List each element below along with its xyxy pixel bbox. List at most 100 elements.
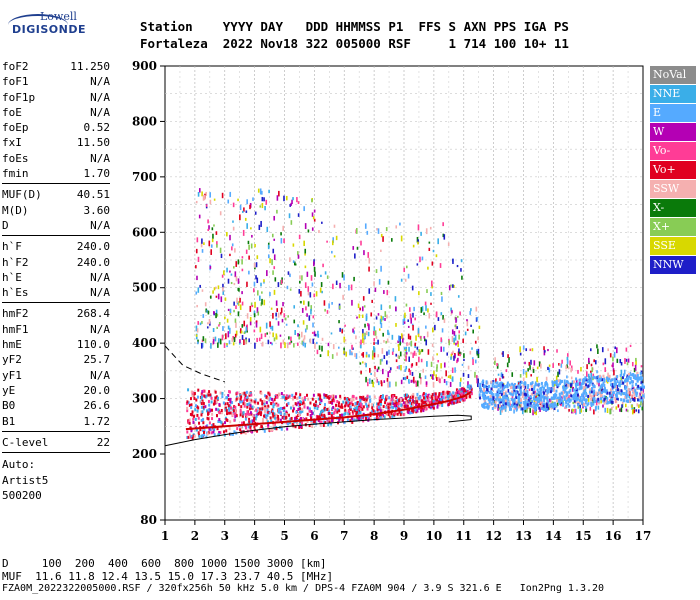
echo-point	[578, 378, 581, 382]
echo-point	[225, 409, 228, 413]
echo-point	[317, 330, 319, 337]
echo-point	[459, 351, 461, 354]
echo-point	[194, 404, 197, 408]
echo-point	[254, 301, 256, 308]
echo-point	[386, 289, 389, 296]
echo-point	[333, 410, 336, 414]
echo-point	[426, 401, 429, 405]
echo-point	[517, 405, 520, 409]
echo-point	[370, 312, 373, 317]
echo-point	[226, 418, 229, 422]
echo-point	[389, 381, 391, 388]
echo-point	[364, 362, 367, 365]
echo-point	[402, 413, 405, 417]
echo-point	[518, 400, 521, 404]
echo-point	[631, 384, 634, 388]
echo-point	[437, 238, 439, 245]
echo-point	[462, 338, 464, 343]
echo-point	[194, 425, 197, 429]
echo-point	[253, 329, 256, 333]
echo-point	[542, 394, 545, 398]
echo-point	[273, 422, 276, 426]
echo-point	[275, 312, 277, 317]
echo-point	[277, 408, 280, 412]
echo-point	[625, 389, 628, 393]
echo-point	[294, 330, 296, 336]
echo-point	[380, 322, 383, 329]
echo-point	[319, 397, 322, 401]
echo-point	[233, 282, 236, 286]
echo-point	[226, 231, 228, 237]
echo-point	[286, 342, 289, 349]
echo-point	[564, 397, 567, 401]
echo-point	[229, 308, 232, 314]
echo-point	[548, 398, 551, 403]
echo-point	[602, 374, 605, 378]
echo-point	[243, 393, 246, 397]
echo-point	[249, 404, 252, 408]
echo-point	[228, 427, 231, 431]
echo-point	[432, 374, 434, 380]
echo-point	[299, 417, 302, 421]
echo-point	[227, 308, 230, 311]
echo-point	[419, 395, 422, 399]
echo-point	[286, 427, 289, 431]
echo-point	[609, 408, 611, 415]
echo-point	[375, 377, 378, 383]
echo-point	[381, 348, 384, 354]
echo-point	[307, 397, 310, 401]
echo-point	[313, 331, 316, 337]
echo-point	[368, 395, 371, 399]
echo-point	[520, 398, 523, 402]
echo-point	[617, 383, 620, 387]
echo-point	[573, 397, 576, 401]
echo-point	[309, 292, 312, 298]
echo-point	[565, 404, 568, 408]
echo-point	[361, 353, 363, 356]
echo-point	[202, 336, 205, 342]
param-value: 25.7	[83, 353, 111, 367]
echo-point	[229, 327, 231, 334]
echo-point	[453, 337, 455, 343]
echo-point	[510, 392, 513, 396]
echo-point	[205, 204, 208, 207]
echo-point	[361, 314, 364, 318]
echo-point	[452, 284, 454, 288]
echo-point	[458, 388, 461, 392]
echo-point	[632, 388, 635, 392]
echo-point	[411, 285, 414, 291]
param-value: 3.60	[83, 203, 111, 217]
echo-point	[247, 425, 250, 429]
echo-point	[633, 388, 636, 392]
echo-point	[262, 399, 265, 403]
echo-point	[442, 233, 445, 238]
echo-point	[620, 377, 623, 380]
note-line: Auto:	[2, 458, 36, 472]
echo-point	[602, 362, 605, 366]
echo-point	[442, 392, 445, 396]
param-value: N/A	[90, 368, 110, 382]
echo-point	[202, 407, 205, 411]
echo-point	[265, 199, 268, 205]
echo-point	[241, 324, 244, 328]
echo-point	[416, 400, 419, 404]
echo-point	[383, 380, 386, 383]
echo-point	[602, 381, 605, 385]
echo-point	[202, 194, 205, 201]
echo-point	[302, 401, 305, 405]
echo-point	[558, 369, 561, 375]
x-tick-label: 10	[426, 529, 443, 543]
echo-point	[375, 414, 378, 418]
echo-point	[430, 400, 433, 404]
echo-point	[319, 423, 322, 427]
echo-point	[215, 312, 217, 319]
echo-point	[253, 313, 256, 318]
echo-points	[185, 188, 645, 440]
echo-point	[325, 407, 328, 411]
echo-point	[298, 395, 301, 399]
echo-point	[375, 336, 378, 339]
echo-point	[551, 387, 554, 391]
echo-point	[494, 360, 496, 365]
echo-point	[260, 220, 262, 227]
echo-point	[535, 403, 538, 407]
